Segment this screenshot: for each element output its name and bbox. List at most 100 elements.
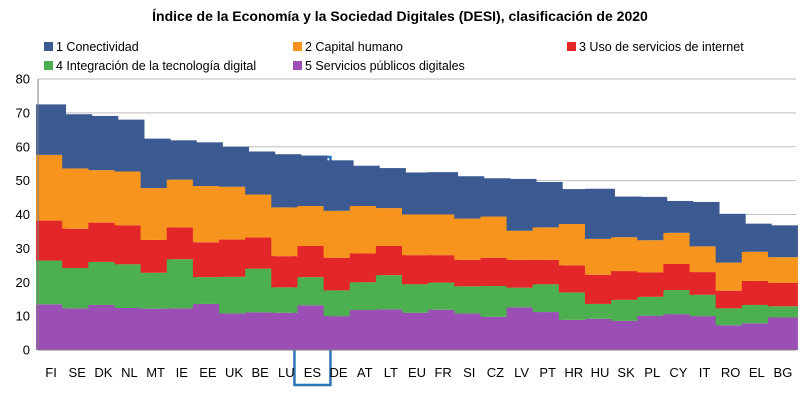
bar-segment bbox=[166, 179, 197, 228]
x-tick-label: SI bbox=[463, 365, 475, 380]
bar-stack-ro bbox=[715, 213, 746, 350]
y-tick-label: 80 bbox=[16, 72, 30, 87]
bar-segment bbox=[297, 206, 328, 247]
bar-segment bbox=[532, 259, 563, 285]
x-tick-label: UK bbox=[225, 365, 243, 380]
bar-segment bbox=[166, 140, 197, 180]
bar-segment bbox=[192, 142, 223, 187]
x-tick-label: IT bbox=[699, 365, 711, 380]
legend: 1 Conectividad 2 Capital humano 3 Uso de s… bbox=[44, 40, 744, 73]
bar-segment bbox=[140, 239, 171, 273]
bar-segment bbox=[611, 271, 642, 300]
bar-segment bbox=[375, 208, 406, 247]
bar-segment bbox=[454, 218, 485, 260]
bar-segment bbox=[663, 290, 694, 315]
bar-segment bbox=[715, 308, 746, 326]
bar-segment bbox=[741, 280, 772, 305]
bar-segment bbox=[323, 257, 354, 291]
legend-label: 4 Integración de la tecnología digital bbox=[56, 59, 256, 73]
y-tick-label: 70 bbox=[16, 105, 30, 120]
bar-segment bbox=[349, 206, 380, 254]
bar-segment bbox=[62, 228, 93, 269]
x-tick-label: DE bbox=[330, 365, 348, 380]
bar-stack-pt bbox=[532, 181, 563, 350]
bar-segment bbox=[611, 320, 642, 350]
bar-segment bbox=[428, 214, 459, 256]
bar-segment bbox=[767, 306, 798, 318]
bar-stack-dk bbox=[88, 115, 119, 350]
bar-segment bbox=[166, 259, 197, 309]
bar-segment bbox=[349, 282, 380, 311]
y-tick-label: 10 bbox=[16, 309, 30, 324]
bar-segment bbox=[36, 154, 67, 221]
bar-segment bbox=[62, 168, 93, 229]
bar-segment bbox=[402, 284, 432, 313]
bar-segment bbox=[402, 255, 432, 285]
bar-segment bbox=[506, 259, 537, 288]
y-tick-label: 20 bbox=[16, 275, 30, 290]
bar-segment bbox=[88, 261, 119, 305]
bar-segment bbox=[62, 308, 93, 350]
bar-segment bbox=[480, 285, 511, 317]
legend-item: 4 Integración de la tecnología digital bbox=[44, 59, 256, 73]
x-tick-label: PT bbox=[539, 365, 556, 380]
bar-segment bbox=[245, 237, 276, 269]
bar-stack-es bbox=[297, 155, 328, 350]
x-tick-label: EU bbox=[408, 365, 426, 380]
bar-stack-pl bbox=[637, 196, 668, 350]
bar-segment bbox=[62, 268, 93, 309]
bar-segment bbox=[532, 181, 563, 228]
bar-segment bbox=[36, 220, 67, 261]
bar-segment bbox=[245, 194, 276, 238]
bar-segment bbox=[558, 189, 589, 224]
bar-segment bbox=[558, 292, 589, 320]
bars-layer bbox=[36, 104, 798, 350]
bar-segment bbox=[219, 186, 250, 240]
x-tick-label: EL bbox=[749, 365, 765, 380]
bar-segment bbox=[767, 317, 798, 350]
bar-segment bbox=[219, 146, 250, 187]
bar-segment bbox=[219, 239, 250, 277]
bar-segment bbox=[767, 257, 798, 283]
bar-segment bbox=[663, 263, 694, 291]
bar-stack-de bbox=[323, 160, 354, 350]
bar-segment bbox=[349, 310, 380, 350]
bar-segment bbox=[323, 210, 354, 258]
bar-segment bbox=[297, 155, 328, 207]
legend-swatch bbox=[44, 42, 53, 51]
bar-segment bbox=[62, 114, 93, 169]
bar-segment bbox=[584, 238, 615, 275]
x-tick-label: ES bbox=[304, 365, 322, 380]
x-tick-label: AT bbox=[357, 365, 373, 380]
bar-segment bbox=[480, 257, 511, 286]
bar-segment bbox=[114, 171, 145, 226]
bar-segment bbox=[663, 314, 694, 350]
bar-segment bbox=[741, 223, 772, 252]
chart-title: Índice de la Economía y la Sociedad Digi… bbox=[152, 8, 648, 24]
bar-segment bbox=[506, 178, 537, 231]
bar-stack-it bbox=[689, 201, 720, 350]
bar-segment bbox=[88, 170, 119, 223]
x-tick-label: LU bbox=[278, 365, 295, 380]
bar-stack-bg bbox=[767, 225, 798, 350]
bar-segment bbox=[219, 313, 250, 350]
bar-segment bbox=[192, 186, 223, 243]
bar-segment bbox=[271, 287, 302, 313]
bar-segment bbox=[715, 262, 746, 291]
bar-segment bbox=[297, 305, 328, 350]
bar-stack-uk bbox=[219, 146, 250, 350]
y-tick-label: 30 bbox=[16, 241, 30, 256]
bar-segment bbox=[715, 290, 746, 309]
bar-stack-hu bbox=[584, 188, 615, 350]
bar-segment bbox=[611, 299, 642, 321]
bar-segment bbox=[297, 277, 328, 306]
bar-segment bbox=[741, 304, 772, 324]
legend-swatch bbox=[293, 42, 302, 51]
bar-segment bbox=[402, 172, 432, 215]
bar-segment bbox=[88, 222, 119, 262]
x-tick-label: FI bbox=[45, 365, 57, 380]
bar-segment bbox=[323, 316, 354, 350]
axis-layer: 0 10 20 30 40 50 60 70 80 FI SE DK NL MT IE EE UK BE LU ES D… bbox=[16, 72, 796, 380]
bar-segment bbox=[166, 308, 197, 350]
